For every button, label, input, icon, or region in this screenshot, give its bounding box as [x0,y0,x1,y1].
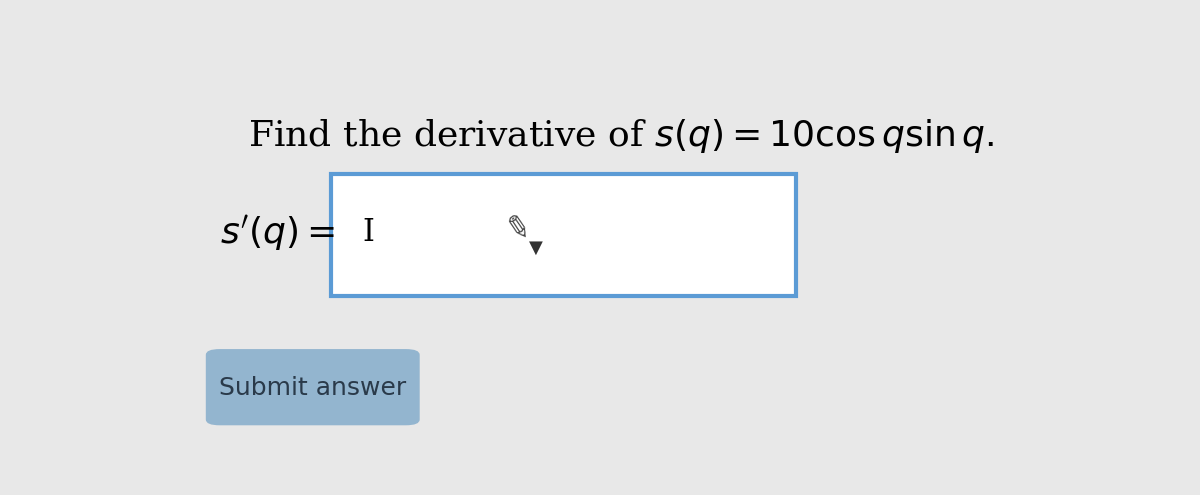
FancyBboxPatch shape [206,349,420,425]
FancyBboxPatch shape [331,174,797,296]
Text: ▼: ▼ [529,239,542,257]
Text: $s'(q) =$: $s'(q) =$ [220,213,335,252]
Text: ✎: ✎ [503,212,533,246]
Text: Submit answer: Submit answer [220,376,407,400]
Text: Find the derivative of $s(q) = 10\cos q\sin q.$: Find the derivative of $s(q) = 10\cos q\… [247,117,994,154]
Text: I: I [362,217,374,248]
